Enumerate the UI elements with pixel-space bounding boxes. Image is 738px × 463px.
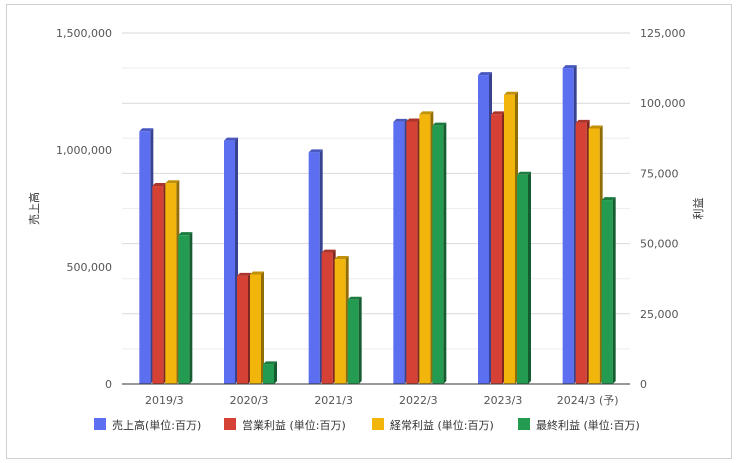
- right-axis-title: 利益: [691, 198, 705, 220]
- bar-top-face: [139, 128, 154, 132]
- bar-top-face: [517, 171, 531, 175]
- legend-label: 最終利益 (単位:百万): [536, 418, 640, 432]
- bar: [419, 114, 431, 384]
- right-tick-label: 0: [640, 378, 647, 391]
- gridlines: [122, 32, 630, 385]
- bar-top-face: [347, 296, 362, 300]
- bar-top-face: [601, 197, 616, 201]
- bar: [347, 299, 359, 384]
- bar: [393, 121, 405, 385]
- bar-top-face: [165, 180, 180, 184]
- bar-top-face: [406, 118, 421, 122]
- bar-side-face: [189, 232, 193, 384]
- bar-top-face: [263, 361, 277, 365]
- bar: [601, 200, 613, 384]
- bar-side-face: [261, 271, 264, 384]
- legend-swatch: [94, 418, 106, 430]
- bar-top-face: [224, 137, 238, 141]
- category-label: 2019/3: [145, 394, 184, 407]
- legend-swatch: [372, 418, 384, 430]
- bar: [308, 152, 320, 384]
- bars: [139, 65, 616, 385]
- bar-side-face: [443, 122, 447, 384]
- legend-label: 営業利益 (単位:百万): [242, 418, 346, 432]
- right-tick-label: 25,000: [640, 308, 679, 321]
- category-label: 2023/3: [484, 394, 523, 407]
- bar-side-face: [274, 361, 277, 384]
- bar-top-face: [491, 111, 505, 115]
- bar-side-face: [612, 197, 616, 384]
- left-tick-label: 1,000,000: [56, 144, 112, 157]
- bar-top-face: [478, 72, 492, 76]
- bar: [562, 68, 574, 384]
- bar: [432, 125, 444, 384]
- bar-side-face: [528, 171, 531, 384]
- left-tick-label: 0: [105, 378, 112, 391]
- bar: [321, 252, 333, 384]
- bar: [250, 274, 261, 384]
- bar: [478, 75, 489, 385]
- bar-top-face: [321, 249, 336, 253]
- left-tick-label: 1,500,000: [56, 27, 112, 40]
- bar-top-face: [562, 65, 577, 69]
- bar: [152, 186, 164, 384]
- bar-top-face: [393, 118, 408, 122]
- legend: 売上高(単位:百万) 営業利益 (単位:百万) 経常利益 (単位:百万) 最終利益 (…: [94, 418, 640, 432]
- bar: [224, 140, 235, 384]
- bar-top-face: [432, 122, 447, 126]
- bar: [334, 259, 346, 384]
- bar: [178, 235, 190, 384]
- bar: [139, 131, 151, 384]
- bar: [575, 122, 587, 384]
- bar-side-face: [358, 296, 362, 384]
- legend-label: 経常利益 (単位:百万): [390, 418, 494, 432]
- bar-top-face: [152, 183, 167, 187]
- left-axis-title: 売上高: [27, 192, 41, 225]
- bar-top-face: [504, 91, 518, 95]
- bar: [504, 94, 515, 384]
- bar: [517, 174, 528, 384]
- category-label: 2024/3 (予): [557, 394, 619, 407]
- left-tick-label: 500,000: [67, 261, 113, 274]
- legend-swatch: [518, 418, 530, 430]
- bar-top-face: [178, 232, 193, 236]
- category-label: 2021/3: [314, 394, 353, 407]
- right-tick-label: 50,000: [640, 238, 679, 251]
- bar-top-face: [419, 111, 434, 115]
- bar: [491, 114, 502, 384]
- legend-swatch: [224, 418, 236, 430]
- category-label: 2020/3: [230, 394, 269, 407]
- bar-top-face: [237, 272, 251, 276]
- bar: [588, 128, 600, 384]
- bar: [263, 364, 274, 384]
- axes: 0 500,000 1,000,000 1,500,000 0 25,000 50,000 7…: [56, 27, 685, 407]
- bar: [406, 121, 418, 385]
- bar-top-face: [588, 125, 603, 129]
- right-tick-label: 125,000: [640, 27, 686, 40]
- bar-top-face: [308, 149, 323, 153]
- legend-label: 売上高(単位:百万): [112, 418, 201, 432]
- right-tick-label: 75,000: [640, 167, 679, 180]
- bar-top-face: [575, 119, 590, 123]
- category-label: 2022/3: [399, 394, 438, 407]
- bar: [237, 275, 248, 384]
- bar: [165, 183, 177, 384]
- bar-top-face: [334, 256, 349, 260]
- right-tick-label: 100,000: [640, 97, 686, 110]
- bar-top-face: [250, 271, 264, 275]
